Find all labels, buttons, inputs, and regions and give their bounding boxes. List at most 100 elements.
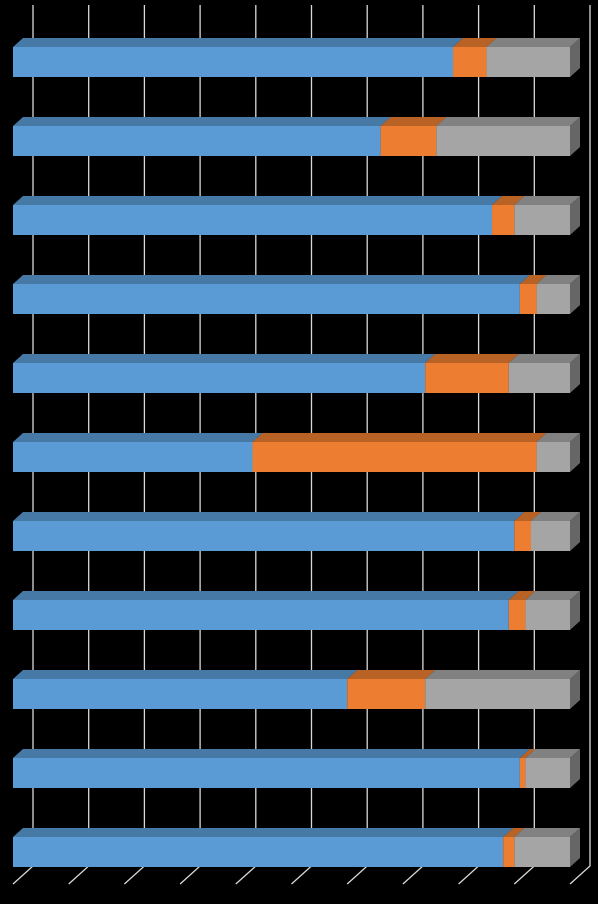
bar-segment (347, 670, 436, 709)
bar (425, 679, 570, 709)
bar (252, 442, 537, 472)
bar-top (13, 512, 525, 521)
bar-side (570, 433, 580, 472)
bar-top (453, 38, 497, 47)
bar-segment (503, 828, 525, 867)
bar-top (13, 591, 519, 600)
bar-top (536, 433, 580, 442)
bar-top (13, 196, 503, 205)
bar-top (13, 275, 530, 284)
bar (13, 521, 515, 551)
bar-top (252, 433, 547, 442)
bar-top (13, 117, 391, 126)
bar-side (570, 512, 580, 551)
bar-segment (514, 828, 580, 867)
bar-top (514, 828, 580, 837)
bar (531, 521, 570, 551)
bar (13, 205, 493, 235)
bar-top (525, 591, 580, 600)
bar (492, 205, 515, 235)
bar-top (425, 670, 580, 679)
bar-segment (531, 512, 580, 551)
bar (514, 521, 532, 551)
bar-top (13, 670, 358, 679)
bar-segment (425, 670, 580, 709)
bar (13, 284, 520, 314)
bar-top (503, 828, 525, 837)
bar (486, 47, 570, 77)
bar-segment (536, 275, 580, 314)
bar (536, 442, 570, 472)
bar-segment (13, 275, 530, 314)
bar-segment (13, 38, 464, 77)
bar (380, 126, 437, 156)
bar-top (508, 591, 536, 600)
bar (13, 363, 426, 393)
bar-top (508, 354, 580, 363)
bar-top (13, 828, 514, 837)
bar-top (519, 749, 536, 758)
bar-top (425, 354, 519, 363)
bar (525, 600, 570, 630)
bar (425, 363, 509, 393)
bar-top (13, 433, 263, 442)
bar-segment (525, 591, 580, 630)
bar-segment (380, 117, 447, 156)
bar-segment (486, 38, 580, 77)
bar (514, 205, 570, 235)
bar (519, 758, 526, 788)
bar (13, 126, 381, 156)
bar-side (570, 354, 580, 393)
bar-segment (13, 591, 519, 630)
bar (508, 600, 526, 630)
bar-segment (13, 512, 525, 551)
bar-side (570, 196, 580, 235)
bar (13, 837, 504, 867)
bar-side (570, 275, 580, 314)
bar (13, 679, 348, 709)
bar-top (519, 275, 547, 284)
bar (519, 284, 537, 314)
bar-top (347, 670, 436, 679)
bar-side (570, 591, 580, 630)
bar-segment (252, 433, 547, 472)
bar-segment (519, 749, 536, 788)
bar-top (536, 275, 580, 284)
bar-side (570, 828, 580, 867)
bar-segment (514, 196, 580, 235)
bar-top (486, 38, 580, 47)
grid-line (569, 5, 591, 885)
bar-side (570, 117, 580, 156)
bar (525, 758, 570, 788)
bar-segment (508, 354, 580, 393)
bar-top (514, 512, 542, 521)
bar-segment (514, 512, 542, 551)
bar-side (570, 38, 580, 77)
bar-segment (13, 670, 358, 709)
bar-segment (525, 749, 580, 788)
bar (453, 47, 487, 77)
bar-top (13, 749, 530, 758)
bar (347, 679, 426, 709)
bar-top (380, 117, 447, 126)
bar (536, 284, 570, 314)
bar-top (436, 117, 580, 126)
bar (514, 837, 570, 867)
bar-side (570, 670, 580, 709)
bar-segment (519, 275, 547, 314)
bar-top (531, 512, 580, 521)
bar (503, 837, 515, 867)
bar-segment (425, 354, 519, 393)
bar (508, 363, 570, 393)
bar (13, 47, 454, 77)
bar (13, 758, 520, 788)
bar-segment (13, 117, 391, 156)
bar-top (492, 196, 525, 205)
bar-segment (536, 433, 580, 472)
bar (436, 126, 570, 156)
bar-segment (13, 196, 503, 235)
bar-segment (13, 433, 263, 472)
bar-top (13, 38, 464, 47)
bar (13, 442, 253, 472)
